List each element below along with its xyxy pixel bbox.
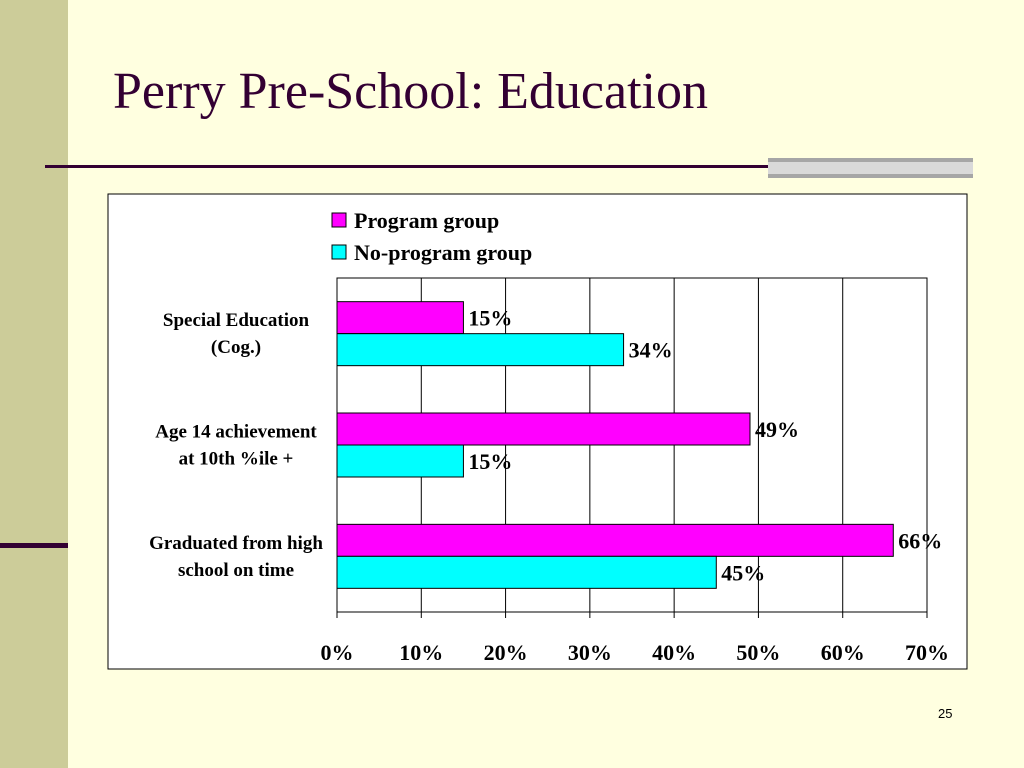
data-label: 66% — [898, 528, 942, 553]
x-tick-label: 50% — [736, 640, 780, 665]
legend-label: No-program group — [354, 240, 532, 265]
data-label: 49% — [755, 417, 799, 442]
bar — [336, 523, 894, 557]
x-tick-label: 30% — [568, 640, 612, 665]
bars — [336, 301, 894, 589]
data-label: 15% — [468, 306, 512, 331]
slide-title: Perry Pre-School: Education — [113, 63, 708, 120]
x-tick-label: 20% — [484, 640, 528, 665]
legend-label: Program group — [354, 208, 499, 233]
bar — [336, 555, 717, 589]
category-label: Special Education (Cog.) — [163, 310, 310, 358]
value-labels: 15% 34% 49% 15% 66% 45% — [468, 306, 942, 586]
category-label-line: (Cog.) — [211, 337, 261, 358]
left-side-band — [0, 0, 68, 768]
bar — [336, 333, 625, 367]
left-accent-bar — [0, 543, 68, 548]
title-rule — [45, 165, 770, 168]
bar — [336, 412, 751, 446]
data-label: 15% — [468, 449, 512, 474]
category-label: Age 14 achievement at 10th %ile + — [155, 422, 317, 470]
x-tick-label: 40% — [652, 640, 696, 665]
category-label-line: school on time — [178, 560, 294, 581]
x-axis: 0% 10% 20% 30% 40% 50% 60% 70% — [321, 612, 949, 665]
legend-swatch — [331, 244, 347, 260]
x-tick-label: 60% — [821, 640, 865, 665]
category-labels: Special Education (Cog.) Age 14 achievemen… — [149, 310, 323, 581]
data-label: 45% — [721, 560, 765, 585]
legend-swatch — [331, 212, 347, 228]
category-label-line: at 10th %ile + — [179, 449, 294, 470]
category-label-line: Graduated from high — [149, 533, 323, 554]
x-tick-label: 10% — [399, 640, 443, 665]
x-tick-label: 70% — [905, 640, 949, 665]
page-number: 25 — [938, 706, 953, 721]
legend: Program group No-program group — [331, 208, 532, 265]
data-label: 34% — [629, 338, 673, 363]
x-tick-label: 0% — [321, 640, 354, 665]
category-label-line: Special Education — [163, 310, 310, 331]
bar — [336, 444, 464, 478]
category-label: Graduated from high school on time — [149, 533, 323, 581]
category-label-line: Age 14 achievement — [155, 422, 317, 443]
bar — [336, 301, 464, 335]
title-rule-gray-block — [768, 158, 973, 178]
